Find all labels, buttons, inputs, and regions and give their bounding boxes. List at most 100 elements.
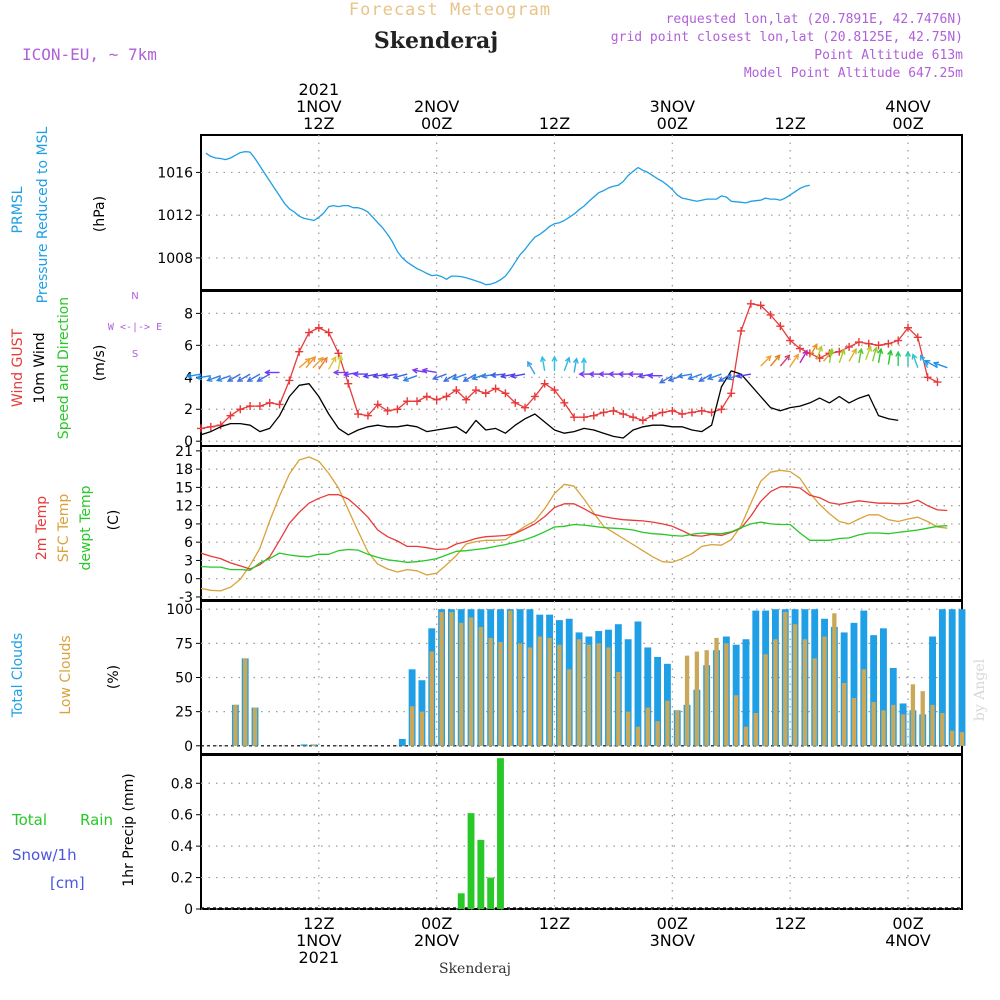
wind-arrow-shaft — [312, 357, 324, 369]
wind-arrow-head — [802, 349, 808, 356]
temp-unit: (C) — [106, 510, 122, 531]
wind-arrow-head — [851, 347, 857, 355]
time-label: 00Z — [892, 114, 923, 133]
wind-arrow — [332, 369, 349, 376]
compass-west-east: W <-|-> E — [108, 322, 162, 333]
wind-arrow-head — [895, 350, 902, 357]
wind-arrow — [442, 373, 457, 382]
wind-arrow-shaft — [217, 375, 231, 382]
wind-arrow-shaft — [920, 355, 929, 369]
dewpt-line — [200, 521, 948, 571]
wind-arrow-head — [812, 343, 818, 350]
total-cloud-bar — [398, 738, 406, 746]
gust-marker — [324, 328, 333, 337]
wind-arrow-head — [226, 376, 234, 382]
wind-arrow-head — [411, 367, 419, 374]
time-label: 00Z — [421, 914, 452, 933]
rain-bar — [457, 893, 465, 909]
wind-arrow-shaft — [227, 373, 241, 382]
wind-arrow — [895, 350, 902, 367]
wind-arrow-shaft — [760, 355, 772, 367]
wind-arrow-shaft — [328, 356, 337, 370]
wind-arrow — [809, 343, 818, 357]
gust-marker — [393, 405, 402, 414]
wind-arrow — [236, 373, 251, 382]
wind-arrow — [318, 356, 328, 370]
wind-arrow — [382, 372, 398, 379]
sfc-temp-line — [200, 456, 948, 592]
gust-marker — [913, 333, 922, 342]
station-name: Skenderaj — [374, 28, 498, 54]
gust-marker — [727, 389, 736, 398]
gust-marker — [265, 398, 274, 407]
wind-arrow-shaft — [769, 354, 781, 367]
total-cloud-bar — [634, 621, 642, 746]
wind-arrow-head — [706, 374, 714, 381]
gust-marker — [609, 406, 618, 415]
gust-marker — [638, 416, 647, 425]
wind-arrow-head — [431, 374, 439, 381]
low-cloud-bar — [704, 650, 709, 746]
low-cloud-bar — [920, 691, 925, 746]
compass-north: N — [131, 291, 138, 302]
wind-arrow-shaft — [699, 373, 712, 382]
y-tick-label: 0 — [184, 572, 193, 588]
wind-arrow-shaft — [433, 373, 447, 380]
panel-frame-2 — [200, 290, 963, 447]
wind-arrow — [779, 354, 791, 367]
data-series — [187, 152, 966, 909]
gust-marker — [471, 386, 480, 395]
wind-arrow-head — [499, 372, 507, 379]
wind-arrow-head — [304, 357, 312, 364]
wind-arrow-shaft — [809, 344, 818, 357]
wind-arrow — [352, 371, 368, 378]
temp-labels: 2m Temp SFC Temp dewpt Temp (C) — [34, 485, 122, 570]
wind-arrow — [226, 373, 241, 382]
low-cloud-bar — [547, 637, 552, 746]
time-label: 00Z — [657, 914, 688, 933]
total-cloud-bar — [300, 744, 308, 746]
wind-arrow-head — [911, 353, 918, 360]
wind-arrow-shaft — [187, 373, 202, 378]
wind-arrow — [489, 371, 506, 378]
wind-arrow — [698, 373, 712, 382]
wind-arrow — [462, 373, 477, 382]
wind-arrow-head — [421, 367, 428, 374]
wind-arrow — [735, 372, 752, 379]
time-label: 4NOV — [885, 97, 930, 116]
low-cloud-bar — [655, 721, 660, 746]
total-clouds-label: Total Clouds — [10, 633, 26, 718]
wind-arrow-shaft — [452, 373, 467, 380]
gust-marker — [766, 310, 775, 319]
gust-marker — [737, 326, 746, 335]
gust-marker — [678, 410, 687, 419]
wind-arrow — [298, 357, 312, 369]
wind-arrow-head — [392, 373, 399, 380]
wind-arrow-shaft — [298, 358, 311, 369]
gust-marker — [521, 403, 530, 412]
gust-marker — [570, 413, 579, 422]
low-cloud-bar — [733, 695, 739, 746]
wind-arrow — [887, 349, 894, 365]
time-label: 12Z — [774, 914, 805, 933]
wind-arrow-head — [617, 371, 624, 378]
total-cloud-bar — [929, 636, 936, 746]
low-cloud-bar — [586, 644, 592, 746]
wind-arrow — [246, 373, 261, 382]
wind-arrow — [431, 373, 447, 381]
wind-arrow — [919, 354, 929, 369]
time-label: 00Z — [657, 114, 688, 133]
wind-arrow — [816, 345, 823, 360]
time-label: 3NOV — [650, 931, 695, 950]
wind-arrow — [717, 373, 732, 382]
wind-arrow-shaft — [337, 355, 342, 370]
total-cloud-bar — [870, 635, 878, 746]
pressure-unit: (hPa) — [92, 196, 108, 232]
low-clouds-label: Low Clouds — [58, 635, 74, 714]
y-tick-label: 1008 — [157, 251, 193, 267]
wind-arrow-shaft — [933, 362, 948, 369]
wind-arrow-shaft — [858, 348, 863, 364]
cloud-unit: (%) — [106, 665, 122, 689]
gust-marker — [697, 406, 706, 415]
